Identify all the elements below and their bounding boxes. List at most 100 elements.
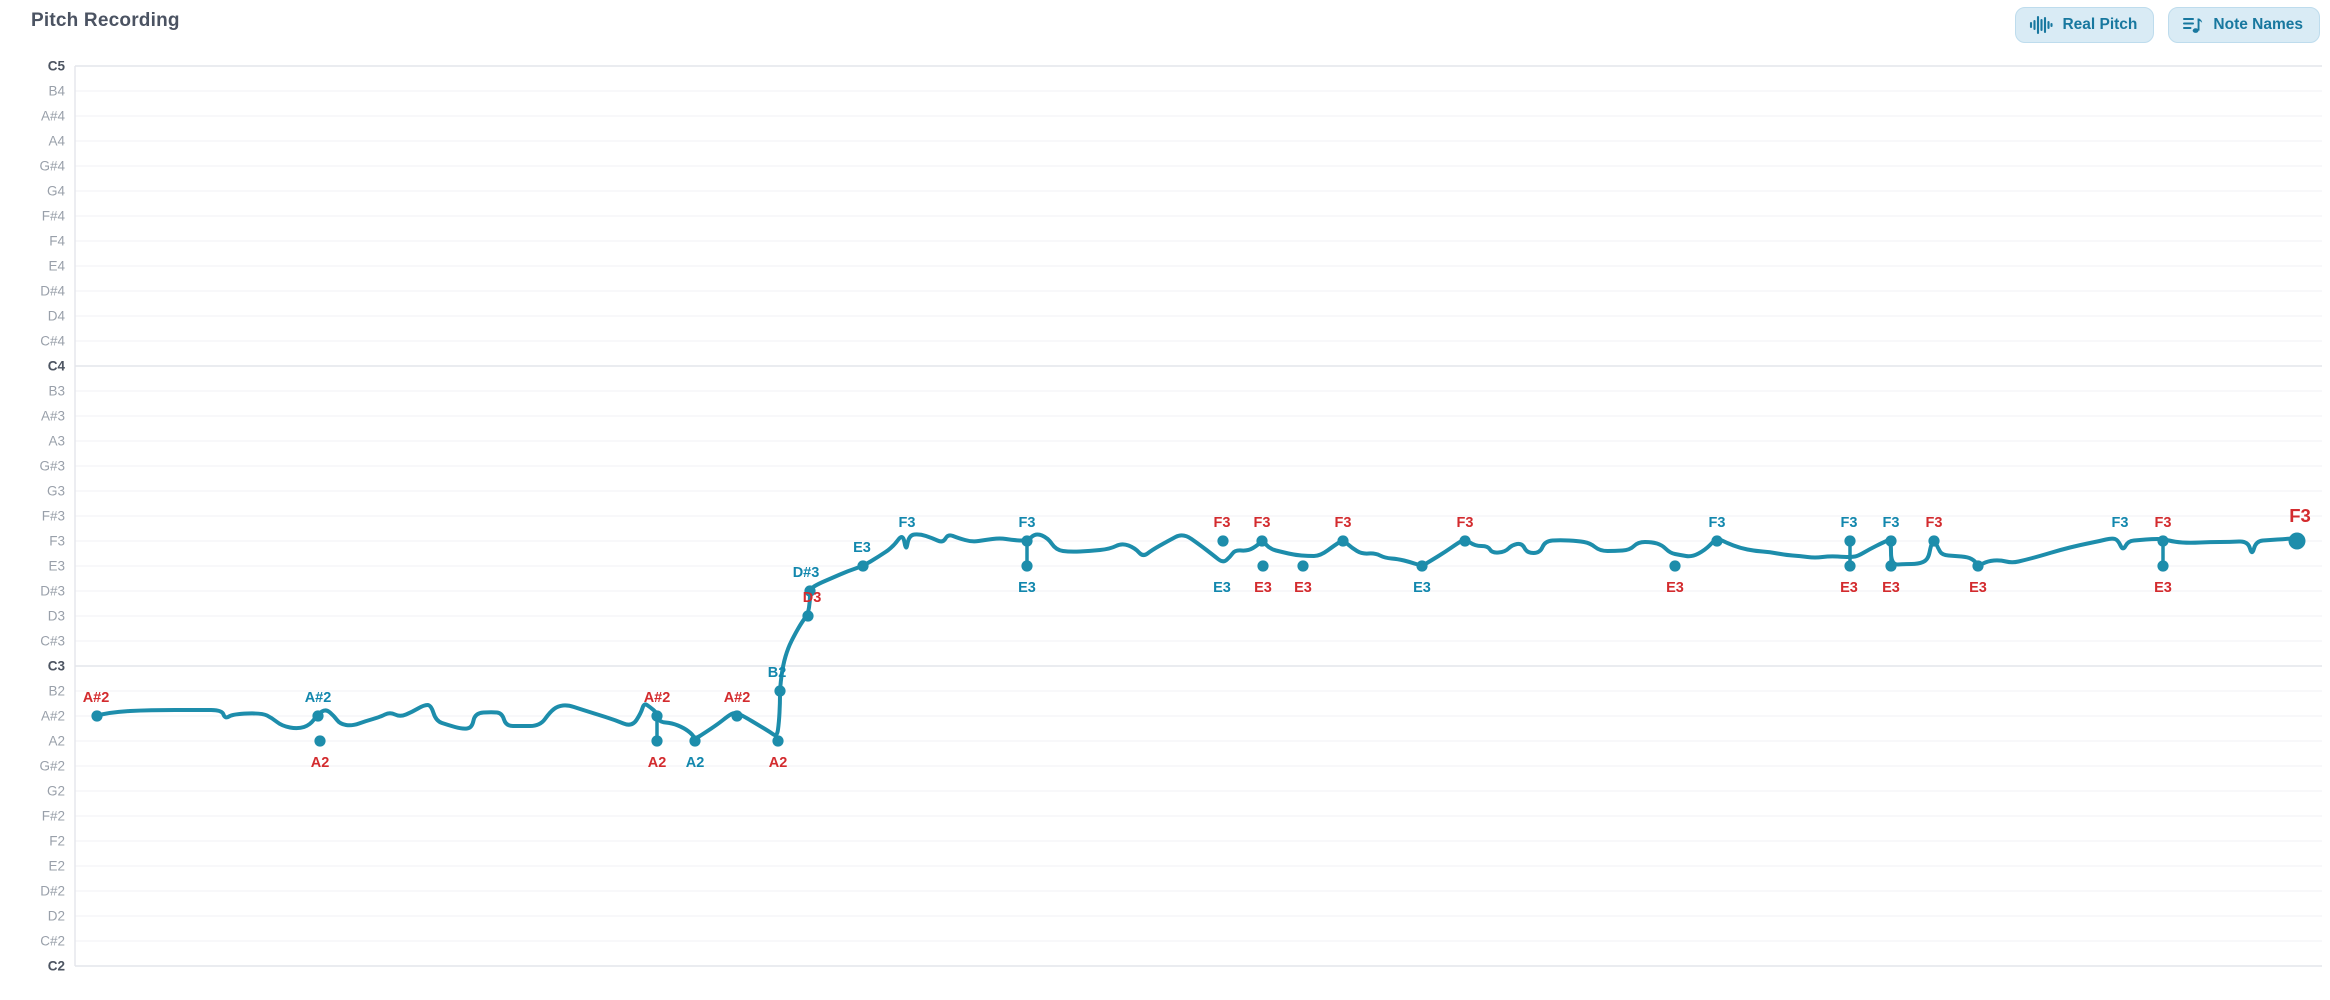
note-dot [731,710,743,722]
note-label: A2 [311,755,330,771]
note-dot [1885,560,1897,572]
note-label: F3 [1457,515,1474,531]
y-axis-label: F3 [49,534,65,549]
y-axis-label: B2 [48,684,65,699]
note-label: F3 [1709,515,1726,531]
y-axis-label: F#4 [42,209,66,224]
y-axis-label: D2 [48,909,65,924]
y-axis-label: D#3 [40,584,65,599]
note-dot [1928,535,1940,547]
note-label: F3 [1254,515,1271,531]
y-axis-label: G4 [47,184,66,199]
note-label: F3 [1019,515,1036,531]
y-axis-label: C#2 [40,934,65,949]
note-dot [804,585,816,597]
note-dot [1256,535,1268,547]
note-label: E3 [1969,580,1987,596]
note-dot [857,560,869,572]
note-label: B2 [768,665,787,681]
note-dot [651,710,663,722]
note-label: F3 [1883,515,1900,531]
y-axis-label: G#3 [39,459,65,474]
pitch-trace [93,532,2299,740]
y-axis-label: D3 [48,609,65,624]
note-dot [1885,535,1897,547]
y-axis-label: C3 [48,659,66,674]
note-dot [1217,535,1229,547]
note-dot [1021,535,1033,547]
note-dot [1459,535,1471,547]
y-axis-label: F#3 [42,509,65,524]
note-label: A2 [769,755,788,771]
y-axis-label: F#2 [42,809,65,824]
y-axis-label: G#4 [39,159,65,174]
note-label: F3 [899,515,916,531]
note-label: A2 [648,755,667,771]
note-dot [1711,535,1723,547]
end-note-dot [2288,532,2306,550]
note-dot [314,735,326,747]
note-label: F3 [1926,515,1943,531]
note-label: E3 [1413,580,1431,596]
note-dot [312,710,324,722]
note-dot [1257,560,1269,572]
y-axis-label: A4 [48,134,65,149]
y-axis-label: A3 [48,434,65,449]
y-axis-label: D4 [48,309,66,324]
note-label: F3 [2155,515,2172,531]
y-axis-label: E3 [48,559,65,574]
note-label: E3 [1254,580,1272,596]
y-axis-label: G#2 [39,759,65,774]
y-axis-label: B3 [48,384,65,399]
y-axis-label: E2 [48,859,65,874]
note-label: E3 [1294,580,1312,596]
y-axis-label: B4 [48,84,65,99]
note-label: E3 [853,540,871,556]
note-dot [774,685,786,697]
y-axis-label: D#2 [40,884,65,899]
y-axis-label: A#3 [41,409,65,424]
y-axis-label: C2 [48,959,65,974]
y-axis-label: F2 [49,834,65,849]
note-dot [1844,560,1856,572]
y-axis-label: C5 [48,59,66,74]
note-dot [772,735,784,747]
note-label: E3 [1018,580,1036,596]
note-dot [2157,560,2169,572]
real-pitch-button[interactable]: Real Pitch [2015,7,2155,43]
note-label: F3 [1335,515,1352,531]
note-dot [802,610,814,622]
waveform-icon [2029,14,2054,36]
note-dot [1297,560,1309,572]
note-dot [1337,535,1349,547]
note-dot [1669,560,1681,572]
note-dot [2157,535,2169,547]
note-label: A#2 [305,690,332,706]
note-label: F3 [2289,505,2311,526]
note-label: F3 [1841,515,1858,531]
note-label: E3 [1666,580,1684,596]
note-label: A2 [686,755,705,771]
note-label: F3 [1214,515,1231,531]
y-axis-label: A2 [48,734,65,749]
note-label: D3 [803,590,822,606]
y-axis-label: F4 [49,234,65,249]
note-dot [1972,560,1984,572]
y-axis-label: G3 [47,484,65,499]
note-label: E3 [1840,580,1858,596]
note-label: A#2 [724,690,751,706]
note-names-button[interactable]: Note Names [2168,7,2320,43]
note-label: E3 [2154,580,2172,596]
note-label: D#3 [793,565,820,581]
note-names-button-label: Note Names [2213,16,2303,34]
y-axis-label: C#4 [40,334,65,349]
y-axis-label: E4 [48,259,65,274]
music-note-list-icon [2182,14,2204,36]
y-axis-label: A#4 [41,109,66,124]
note-dot [689,735,701,747]
y-axis-label: C4 [48,359,66,374]
y-axis-label: G2 [47,784,65,799]
note-dot [91,710,103,722]
